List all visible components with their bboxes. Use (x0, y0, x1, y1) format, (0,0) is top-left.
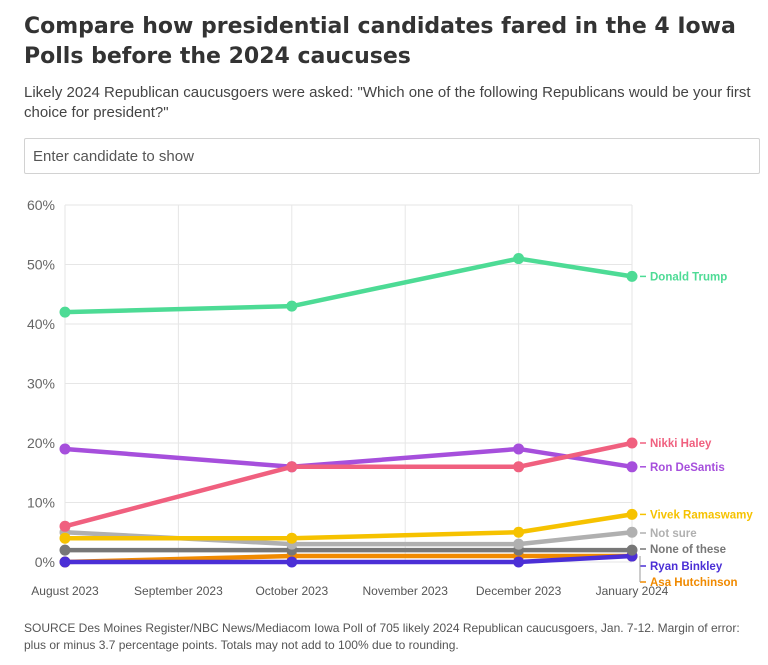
series-label: None of these (650, 544, 726, 556)
series-label: Vivek Ramaswamy (650, 509, 753, 521)
y-tick-label: 30% (27, 376, 55, 392)
data-point (513, 461, 525, 473)
data-point (513, 538, 525, 550)
series-line (62, 553, 635, 565)
y-tick-label: 60% (27, 197, 55, 213)
series-vivek-ramaswamy (59, 508, 638, 544)
source-note: SOURCE Des Moines Register/NBC News/Medi… (24, 621, 740, 652)
series-label: Asa Hutchinson (650, 577, 738, 589)
series-nikki-haley (59, 437, 638, 532)
data-point (626, 437, 638, 449)
series-label: Ryan Binkley (650, 561, 723, 573)
data-point (513, 443, 525, 455)
candidate-search-input[interactable] (24, 138, 760, 174)
series-line (62, 553, 635, 565)
page-subtitle: Likely 2024 Republican caucusgoers were … (24, 84, 751, 121)
data-point (626, 270, 638, 282)
series-label: Not sure (650, 528, 697, 540)
data-point (59, 544, 71, 556)
data-point (513, 526, 525, 538)
series-label: Ron DeSantis (650, 462, 725, 474)
x-tick-label: October 2023 (255, 584, 328, 598)
data-point (286, 556, 298, 568)
x-tick-label: December 2023 (476, 584, 562, 598)
data-point (286, 300, 298, 312)
series-donald-trump (59, 253, 638, 318)
x-tick-label: November 2023 (363, 584, 449, 598)
y-tick-label: 50% (27, 257, 55, 273)
series-line (62, 512, 635, 541)
x-tick-label: August 2023 (31, 584, 99, 598)
y-tick-label: 40% (27, 316, 55, 332)
data-point (286, 461, 298, 473)
data-point (513, 556, 525, 568)
data-point (59, 532, 71, 544)
x-tick-label: September 2023 (134, 584, 223, 598)
y-tick-label: 20% (27, 435, 55, 451)
series-line (62, 446, 635, 470)
data-point (626, 526, 638, 538)
page-title: Compare how presidential candidates fare… (24, 14, 736, 69)
series-label: Donald Trump (650, 271, 727, 283)
line-chart: 0% 10% 20% 30% 40% 50% 60% August 2023 September… (27, 197, 753, 598)
data-point (59, 306, 71, 318)
data-point (626, 544, 638, 556)
data-point (513, 253, 525, 265)
data-point (286, 532, 298, 544)
data-point (626, 508, 638, 520)
x-tick-label: January 2024 (596, 584, 669, 598)
y-tick-label: 0% (35, 554, 55, 570)
series-line (62, 440, 635, 529)
data-point (59, 443, 71, 455)
series-line (62, 256, 635, 315)
data-point (59, 556, 71, 568)
data-point (626, 461, 638, 473)
y-tick-label: 10% (27, 495, 55, 511)
series-label: Nikki Haley (650, 438, 712, 450)
data-point (59, 520, 71, 532)
